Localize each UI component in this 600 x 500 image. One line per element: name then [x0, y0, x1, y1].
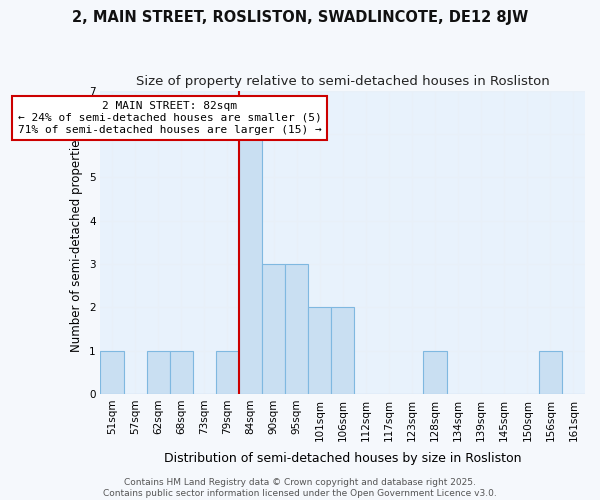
Bar	[216, 350, 239, 394]
Bar	[262, 264, 285, 394]
Bar	[239, 134, 262, 394]
Title: Size of property relative to semi-detached houses in Rosliston: Size of property relative to semi-detach…	[136, 75, 550, 88]
Text: 2 MAIN STREET: 82sqm
← 24% of semi-detached houses are smaller (5)
71% of semi-d: 2 MAIN STREET: 82sqm ← 24% of semi-detac…	[18, 102, 322, 134]
Bar	[170, 350, 193, 394]
Bar	[285, 264, 308, 394]
Bar	[424, 350, 446, 394]
X-axis label: Distribution of semi-detached houses by size in Rosliston: Distribution of semi-detached houses by …	[164, 452, 521, 465]
Bar	[331, 307, 354, 394]
Bar	[308, 307, 331, 394]
Text: Contains HM Land Registry data © Crown copyright and database right 2025.
Contai: Contains HM Land Registry data © Crown c…	[103, 478, 497, 498]
Bar	[539, 350, 562, 394]
Y-axis label: Number of semi-detached properties: Number of semi-detached properties	[70, 133, 83, 352]
Text: 2, MAIN STREET, ROSLISTON, SWADLINCOTE, DE12 8JW: 2, MAIN STREET, ROSLISTON, SWADLINCOTE, …	[72, 10, 528, 25]
Bar	[100, 350, 124, 394]
Bar	[146, 350, 170, 394]
